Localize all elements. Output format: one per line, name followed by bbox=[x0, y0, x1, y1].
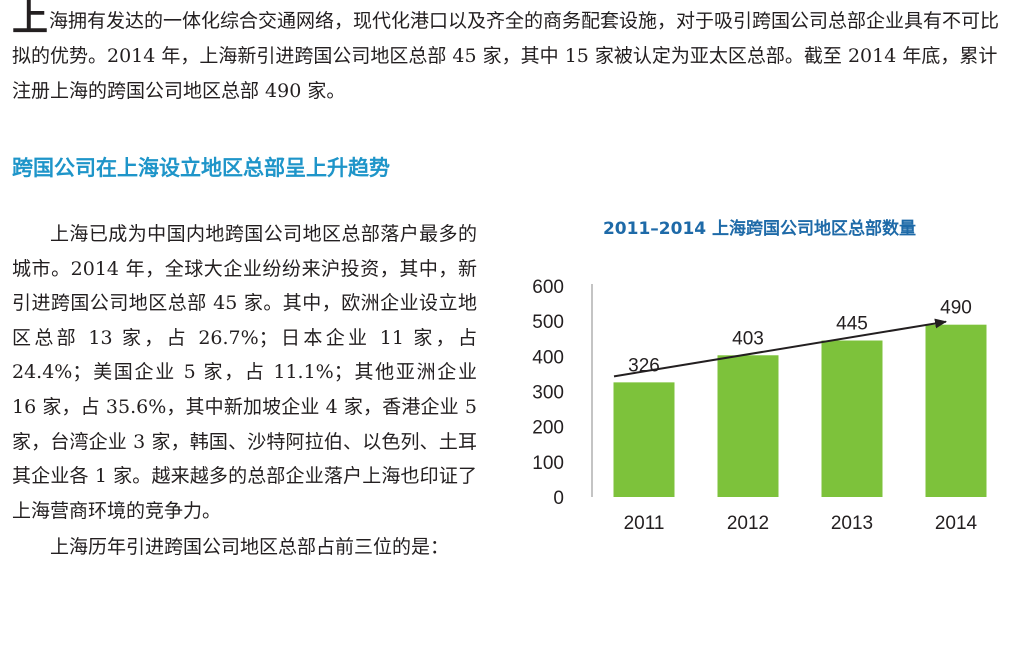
y-tick-label: 600 bbox=[532, 277, 564, 298]
intro-paragraph: 上海拥有发达的一体化综合交通网络，现代化港口以及齐全的商务配套设施，对于吸引跨国… bbox=[12, 0, 1012, 109]
chart-title: 2011–2014 上海跨国公司地区总部数量 bbox=[602, 219, 917, 239]
x-tick-label: 2012 bbox=[727, 513, 769, 534]
intro-text: 海拥有发达的一体化综合交通网络，现代化港口以及齐全的商务配套设施，对于吸引跨国公… bbox=[12, 10, 1000, 102]
data-label: 403 bbox=[732, 328, 764, 349]
data-label: 490 bbox=[940, 298, 972, 319]
x-tick-label: 2014 bbox=[935, 513, 978, 534]
y-tick-label: 400 bbox=[532, 347, 564, 368]
y-tick-label: 200 bbox=[532, 418, 564, 439]
y-tick-label: 300 bbox=[532, 383, 564, 404]
bar bbox=[925, 324, 987, 497]
bar bbox=[613, 382, 675, 497]
body-text: 上海已成为中国内地跨国公司地区总部落户最多的城市。2014 年，全球大企业纷纷来… bbox=[12, 217, 477, 565]
x-axis: 2011 2012 2013 2014 bbox=[624, 513, 978, 534]
data-label: 445 bbox=[836, 314, 868, 335]
drop-cap: 上 bbox=[12, 0, 49, 39]
section-heading: 跨国公司在上海设立地区总部呈上升趋势 bbox=[12, 156, 390, 180]
chart: 2011–2014 上海跨国公司地区总部数量 0 100 200 300 400 500 6… bbox=[500, 200, 1019, 560]
bars bbox=[613, 324, 987, 497]
bar bbox=[717, 355, 779, 497]
y-tick-label: 0 bbox=[553, 488, 564, 509]
x-tick-label: 2011 bbox=[624, 513, 665, 534]
bar bbox=[821, 340, 883, 497]
y-axis: 0 100 200 300 400 500 600 bbox=[532, 277, 593, 509]
x-tick-label: 2013 bbox=[831, 513, 873, 534]
body-paragraph-1: 上海已成为中国内地跨国公司地区总部落户最多的城市。2014 年，全球大企业纷纷来… bbox=[12, 223, 477, 522]
y-tick-label: 100 bbox=[532, 453, 564, 474]
body-paragraph-2: 上海历年引进跨国公司地区总部占前三位的是： bbox=[50, 536, 450, 559]
y-tick-label: 500 bbox=[532, 312, 564, 333]
trend-arrow bbox=[613, 318, 947, 378]
